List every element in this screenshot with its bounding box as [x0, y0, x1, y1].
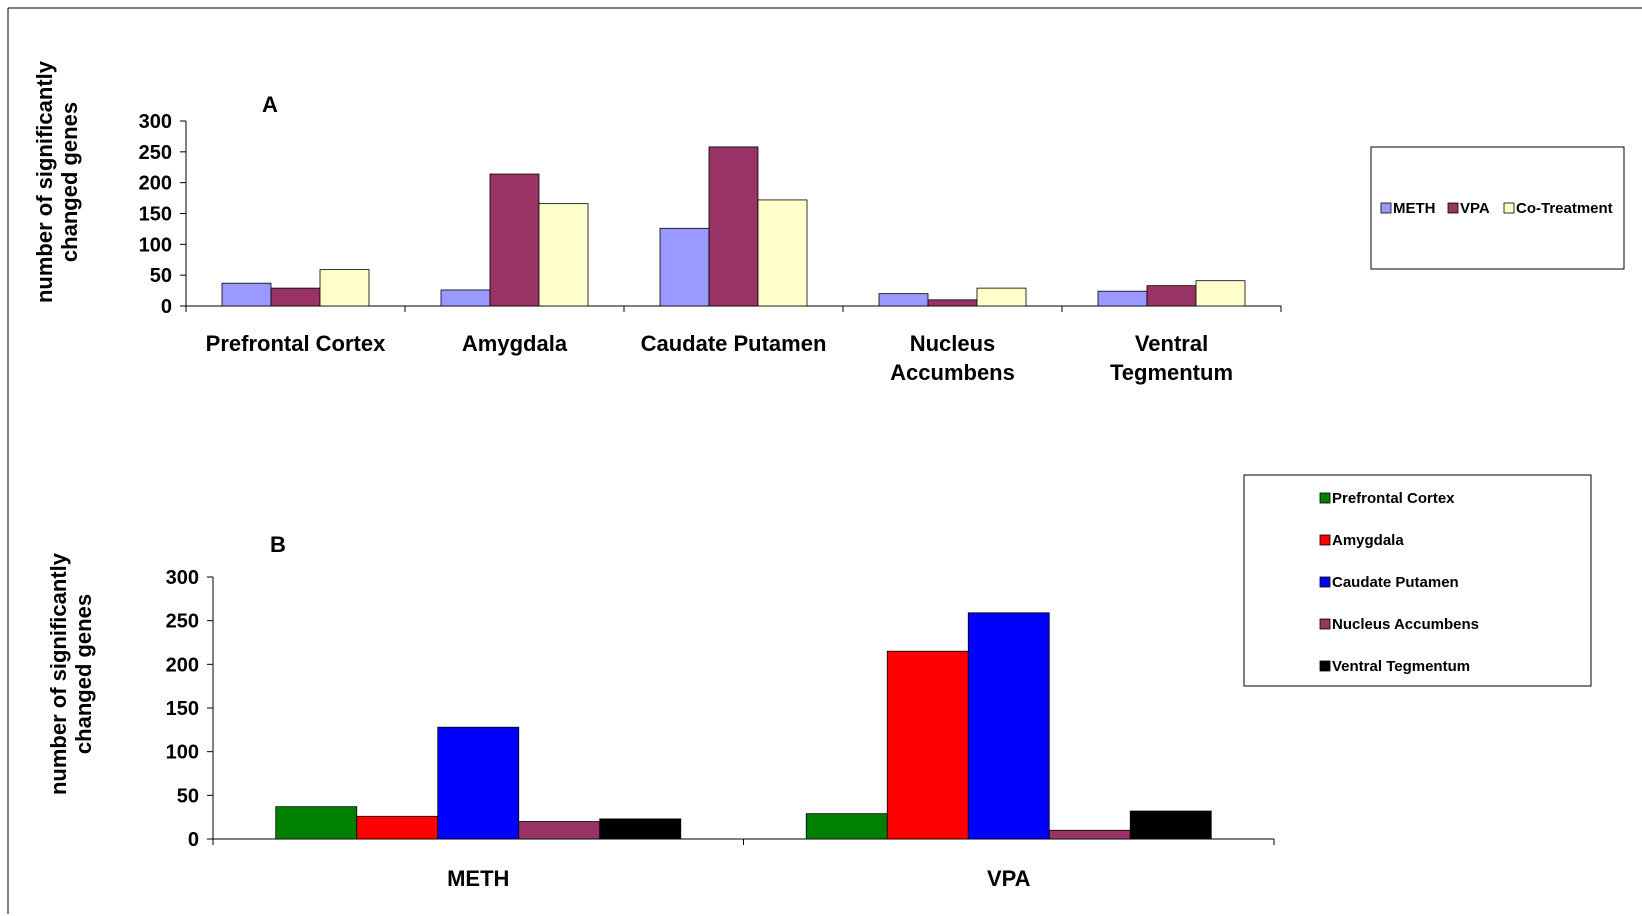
legend-box-a — [1370, 146, 1625, 270]
chart-b-bars — [275, 612, 1212, 840]
legend-label: VPA — [1460, 200, 1490, 217]
bar — [275, 806, 358, 840]
chart-b-y-axis-label: number of significantly changed genes — [46, 552, 96, 795]
x-category-label: Caudate Putamen — [641, 331, 827, 356]
y-axis-label-line1: number of significantly — [46, 552, 71, 795]
y-tick-label: 300 — [139, 111, 172, 133]
legend-swatch — [1503, 202, 1515, 214]
bar — [1048, 829, 1131, 840]
bar — [489, 173, 540, 307]
y-tick-label: 50 — [177, 785, 199, 807]
y-tick-label: 150 — [166, 698, 199, 720]
y-tick-label: 100 — [139, 234, 172, 256]
bar — [927, 299, 978, 307]
bar — [1146, 285, 1197, 307]
bar — [976, 287, 1027, 307]
bar — [270, 287, 321, 307]
y-tick-label: 100 — [166, 742, 199, 764]
bar — [967, 612, 1050, 840]
y-tick-label: 150 — [139, 204, 172, 226]
bar — [1097, 290, 1148, 307]
bar — [440, 289, 491, 307]
bar — [319, 269, 370, 307]
bar — [757, 199, 808, 307]
legend-swatch — [1319, 576, 1331, 588]
bar — [1195, 280, 1246, 307]
legend-box-b — [1243, 474, 1592, 687]
bar — [1129, 810, 1212, 840]
bar — [708, 146, 759, 307]
x-category-label: METH — [447, 866, 509, 891]
legend-swatch — [1319, 660, 1331, 672]
y-tick-label: 250 — [166, 611, 199, 633]
x-category-label: Amygdala — [462, 331, 568, 356]
chart-a-legend: METH VPA Co-Treatment — [1370, 146, 1625, 270]
y-tick-label: 250 — [139, 142, 172, 164]
panel-label-b: B — [270, 532, 286, 557]
x-category-label: Tegmentum — [1110, 360, 1233, 385]
y-axis-label-line2: changed genes — [57, 102, 82, 262]
legend-label: METH — [1393, 200, 1436, 217]
legend-label: Nucleus Accumbens — [1332, 616, 1479, 633]
bar — [538, 203, 589, 307]
chart-b-legend: Prefrontal Cortex Amygdala Caudate Putamen… — [1243, 474, 1592, 687]
bar — [518, 821, 601, 840]
chart-a-axes: 0 50 100 150 200 250 300 Prefrontal Cortex Amygd… — [139, 111, 1282, 385]
x-category-label: Prefrontal Cortex — [206, 331, 386, 356]
y-tick-label: 0 — [188, 829, 199, 851]
legend-label: Amygdala — [1332, 532, 1404, 549]
legend-swatch — [1319, 492, 1331, 504]
bar — [886, 650, 969, 840]
panel-label-a: A — [262, 92, 278, 117]
chart-a: A number of significantly changed genes … — [32, 60, 1625, 385]
legend-label: Prefrontal Cortex — [1332, 490, 1455, 507]
bar — [805, 813, 888, 840]
legend-label: Caudate Putamen — [1332, 574, 1459, 591]
y-axis-label-line2: changed genes — [71, 594, 96, 754]
x-category-label: Nucleus — [910, 331, 996, 356]
bar — [221, 282, 272, 307]
x-category-label: Accumbens — [890, 360, 1015, 385]
legend-swatch — [1319, 534, 1331, 546]
y-axis-label-line1: number of significantly — [32, 60, 57, 303]
y-tick-label: 200 — [166, 654, 199, 676]
y-tick-label: 50 — [150, 265, 172, 287]
bar — [356, 815, 439, 840]
chart-b-axes: 0 50 100 150 200 250 300 METH VPA — [166, 567, 1275, 891]
x-category-label: VPA — [987, 866, 1031, 891]
legend-label: Ventral Tegmentum — [1332, 658, 1470, 675]
bar — [878, 293, 929, 307]
legend-swatch — [1380, 202, 1392, 214]
bar — [437, 726, 520, 840]
y-tick-label: 300 — [166, 567, 199, 589]
bar — [659, 227, 710, 307]
y-tick-label: 200 — [139, 173, 172, 195]
bar — [599, 818, 682, 840]
x-category-label: Ventral — [1135, 331, 1208, 356]
legend-swatch — [1447, 202, 1459, 214]
chart-a-y-axis-label: number of significantly changed genes — [32, 60, 82, 303]
y-tick-label: 0 — [161, 296, 172, 318]
chart-a-bars — [221, 146, 1246, 307]
chart-b: B number of significantly changed genes … — [46, 474, 1592, 891]
legend-swatch — [1319, 618, 1331, 630]
legend-label: Co-Treatment — [1516, 200, 1613, 217]
